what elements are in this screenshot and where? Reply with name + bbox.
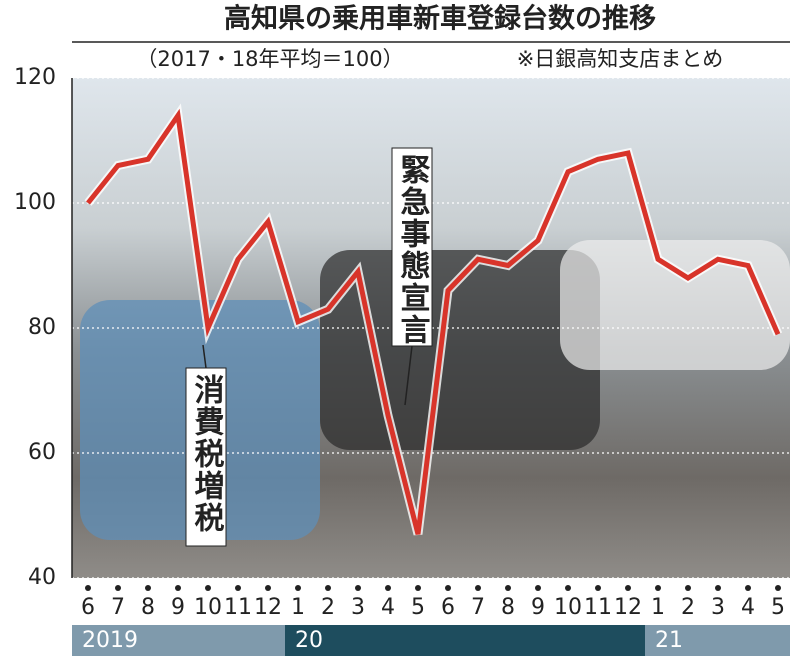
y-tick-label: 80 xyxy=(28,315,56,340)
x-tick-dot xyxy=(265,585,271,591)
x-tick-dot xyxy=(625,585,631,591)
x-tick-dot xyxy=(355,585,361,591)
x-tick-dot xyxy=(325,585,331,591)
x-tick-dot xyxy=(175,585,181,591)
x-tick-label: 8 xyxy=(141,595,155,620)
x-tick-label: 7 xyxy=(111,595,125,620)
x-tick-label: 7 xyxy=(471,595,485,620)
x-tick-dot xyxy=(295,585,301,591)
x-tick-dot xyxy=(145,585,151,591)
annotation-pointer xyxy=(404,345,413,406)
x-tick-label: 6 xyxy=(441,595,455,620)
x-tick-dot xyxy=(655,585,661,591)
annotation: 緊急事態宣言 xyxy=(395,154,431,346)
photo-car xyxy=(320,250,600,450)
year-band xyxy=(72,625,285,656)
x-tick-dot xyxy=(115,585,121,591)
x-tick-dot xyxy=(595,585,601,591)
data-line xyxy=(86,108,781,535)
x-tick-label: 5 xyxy=(411,595,425,620)
x-tick-dot xyxy=(385,585,391,591)
x-tick-label: 11 xyxy=(224,595,252,620)
x-tick-label: 12 xyxy=(254,595,282,620)
x-tick-dot xyxy=(685,585,691,591)
year-label: 21 xyxy=(655,628,683,653)
x-tick-dot xyxy=(235,585,241,591)
x-tick-label: 10 xyxy=(554,595,582,620)
x-tick-dot xyxy=(505,585,511,591)
y-tick-label: 120 xyxy=(14,65,56,90)
x-tick-label: 2 xyxy=(321,595,335,620)
y-tick-label: 60 xyxy=(28,440,56,465)
x-tick-label: 1 xyxy=(651,595,665,620)
x-tick-dot xyxy=(745,585,751,591)
chart-source: ※日銀高知支店まとめ xyxy=(517,47,724,71)
annotation: 消費税増税 xyxy=(189,374,225,534)
x-tick-label: 11 xyxy=(584,595,612,620)
y-tick-label: 100 xyxy=(14,190,56,215)
annotation-box xyxy=(391,147,433,347)
x-tick-label: 9 xyxy=(531,595,545,620)
chart-title: 高知県の乗用車新車登録台数の推移 xyxy=(224,3,656,35)
x-tick-dot xyxy=(85,585,91,591)
year-band xyxy=(285,625,645,656)
x-tick-label: 9 xyxy=(171,595,185,620)
year-label: 20 xyxy=(295,628,323,653)
annotation-box xyxy=(185,367,227,547)
x-tick-dot xyxy=(535,585,541,591)
year-band xyxy=(645,625,790,656)
x-tick-dot xyxy=(565,585,571,591)
x-tick-label: 12 xyxy=(614,595,642,620)
x-tick-dot xyxy=(475,585,481,591)
x-tick-label: 1 xyxy=(291,595,305,620)
x-tick-dot xyxy=(715,585,721,591)
photo-car xyxy=(560,240,790,370)
x-tick-label: 3 xyxy=(711,595,725,620)
year-label: 2019 xyxy=(82,628,138,653)
x-tick-label: 4 xyxy=(381,595,395,620)
x-tick-label: 8 xyxy=(501,595,515,620)
x-tick-dot xyxy=(775,585,781,591)
x-tick-label: 4 xyxy=(741,595,755,620)
x-tick-label: 10 xyxy=(194,595,222,620)
x-tick-label: 5 xyxy=(771,595,785,620)
chart-subtitle: （2017・18年平均＝100） xyxy=(136,47,403,71)
x-tick-dot xyxy=(445,585,451,591)
x-tick-label: 3 xyxy=(351,595,365,620)
y-tick-label: 40 xyxy=(28,565,56,590)
x-tick-dot xyxy=(415,585,421,591)
x-tick-label: 6 xyxy=(81,595,95,620)
annotation-pointer xyxy=(202,344,207,369)
x-tick-label: 2 xyxy=(681,595,695,620)
x-tick-dot xyxy=(205,585,211,591)
